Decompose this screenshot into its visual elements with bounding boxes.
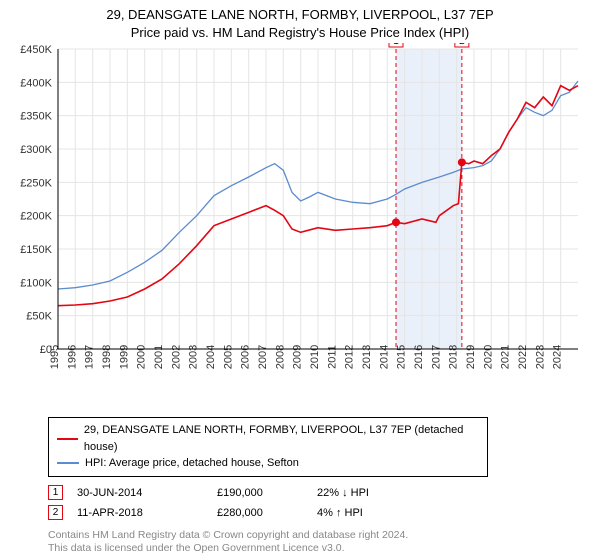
legend-swatch-property xyxy=(57,438,78,440)
svg-text:£350K: £350K xyxy=(20,111,52,123)
svg-text:£50K: £50K xyxy=(26,311,52,323)
svg-text:1998: 1998 xyxy=(101,345,113,369)
marker-pct: 4% ↑ HPI xyxy=(317,507,427,519)
svg-text:2014: 2014 xyxy=(378,345,390,369)
title-subtitle: Price paid vs. HM Land Registry's House … xyxy=(106,24,493,42)
svg-text:£150K: £150K xyxy=(20,244,52,256)
svg-text:2021: 2021 xyxy=(500,345,512,369)
svg-text:2023: 2023 xyxy=(534,345,546,369)
marker-date: 30-JUN-2014 xyxy=(77,487,217,499)
svg-text:2005: 2005 xyxy=(222,345,234,369)
marker-date: 11-APR-2018 xyxy=(77,507,217,519)
legend-swatch-hpi xyxy=(57,462,79,464)
svg-text:2015: 2015 xyxy=(396,345,408,369)
marker-list: 1 30-JUN-2014 £190,000 22% ↓ HPI 2 11-AP… xyxy=(48,483,548,523)
svg-text:2017: 2017 xyxy=(430,345,442,369)
svg-text:£450K: £450K xyxy=(20,44,52,56)
marker-price: £280,000 xyxy=(217,507,317,519)
svg-text:2018: 2018 xyxy=(448,345,460,369)
marker-price: £190,000 xyxy=(217,487,317,499)
footer-line1: Contains HM Land Registry data © Crown c… xyxy=(48,529,548,543)
legend-row-property: 29, DEANSGATE LANE NORTH, FORMBY, LIVERP… xyxy=(57,422,479,455)
svg-text:1995: 1995 xyxy=(49,345,61,369)
svg-text:2022: 2022 xyxy=(517,345,529,369)
svg-text:2004: 2004 xyxy=(205,345,217,369)
footer-attribution: Contains HM Land Registry data © Crown c… xyxy=(48,529,548,556)
svg-text:2002: 2002 xyxy=(170,345,182,369)
line-chart: £0£50K£100K£150K£200K£250K£300K£350K£400… xyxy=(10,43,590,403)
svg-text:£100K: £100K xyxy=(20,277,52,289)
chart-title: 29, DEANSGATE LANE NORTH, FORMBY, LIVERP… xyxy=(106,0,493,41)
svg-text:1996: 1996 xyxy=(66,345,78,369)
svg-text:£250K: £250K xyxy=(20,177,52,189)
legend-label-hpi: HPI: Average price, detached house, Seft… xyxy=(85,455,299,472)
svg-text:2007: 2007 xyxy=(257,345,269,369)
svg-text:2020: 2020 xyxy=(482,345,494,369)
marker-pct: 22% ↓ HPI xyxy=(317,487,427,499)
svg-text:2006: 2006 xyxy=(240,345,252,369)
title-address: 29, DEANSGATE LANE NORTH, FORMBY, LIVERP… xyxy=(106,6,493,24)
marker-row: 1 30-JUN-2014 £190,000 22% ↓ HPI xyxy=(48,483,548,503)
svg-text:2008: 2008 xyxy=(274,345,286,369)
svg-text:2: 2 xyxy=(459,43,465,47)
svg-text:£200K: £200K xyxy=(20,211,52,223)
marker-badge: 2 xyxy=(48,505,63,520)
svg-text:2001: 2001 xyxy=(153,345,165,369)
svg-text:2013: 2013 xyxy=(361,345,373,369)
svg-text:£400K: £400K xyxy=(20,77,52,89)
svg-text:2000: 2000 xyxy=(136,345,148,369)
legend-row-hpi: HPI: Average price, detached house, Seft… xyxy=(57,455,479,472)
svg-text:2024: 2024 xyxy=(552,345,564,369)
svg-text:2010: 2010 xyxy=(309,345,321,369)
svg-text:1: 1 xyxy=(393,43,399,47)
marker-badge: 1 xyxy=(48,485,63,500)
svg-text:2003: 2003 xyxy=(188,345,200,369)
marker-row: 2 11-APR-2018 £280,000 4% ↑ HPI xyxy=(48,503,548,523)
svg-text:£300K: £300K xyxy=(20,144,52,156)
footer-line2: This data is licensed under the Open Gov… xyxy=(48,542,548,556)
svg-text:1999: 1999 xyxy=(118,345,130,369)
svg-text:2016: 2016 xyxy=(413,345,425,369)
svg-text:2009: 2009 xyxy=(292,345,304,369)
chart-svg: £0£50K£100K£150K£200K£250K£300K£350K£400… xyxy=(10,43,590,403)
svg-text:1997: 1997 xyxy=(84,345,96,369)
legend-label-property: 29, DEANSGATE LANE NORTH, FORMBY, LIVERP… xyxy=(84,422,479,455)
legend: 29, DEANSGATE LANE NORTH, FORMBY, LIVERP… xyxy=(48,417,488,477)
svg-text:2012: 2012 xyxy=(344,345,356,369)
svg-text:2019: 2019 xyxy=(465,345,477,369)
